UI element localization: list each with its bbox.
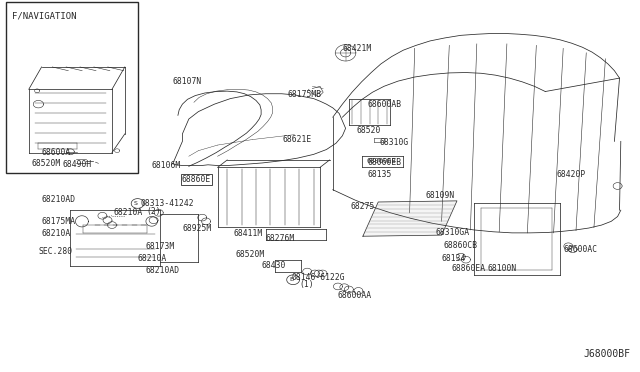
Text: 68860CB: 68860CB [444, 241, 477, 250]
Text: (2): (2) [146, 207, 161, 216]
Text: 08146-6122G: 08146-6122G [292, 273, 346, 282]
Text: 68276M: 68276M [266, 234, 295, 243]
Text: 68210AD: 68210AD [146, 266, 180, 275]
Text: 68175MA: 68175MA [42, 217, 76, 226]
Text: 68310G: 68310G [380, 138, 409, 147]
Text: 68134: 68134 [442, 254, 466, 263]
Text: 68210A: 68210A [42, 229, 71, 238]
Text: 68173M: 68173M [146, 242, 175, 251]
Text: 68411M: 68411M [234, 229, 263, 238]
Text: 68109N: 68109N [426, 191, 455, 200]
Polygon shape [363, 201, 457, 236]
Text: 68420P: 68420P [557, 170, 586, 179]
Text: 68600AA: 68600AA [337, 291, 371, 300]
Text: SEC.280: SEC.280 [38, 247, 72, 256]
Text: S: S [134, 201, 138, 206]
Text: 68060EB: 68060EB [367, 158, 396, 164]
Text: 68600AB: 68600AB [367, 100, 401, 109]
Text: 68135: 68135 [367, 170, 392, 179]
Text: 68310GA: 68310GA [435, 228, 469, 237]
Text: 68210AD: 68210AD [42, 195, 76, 203]
Text: 68275: 68275 [351, 202, 375, 211]
Text: 68175MB: 68175MB [288, 90, 322, 99]
Text: 68060EB: 68060EB [367, 158, 401, 167]
Text: B: B [289, 277, 293, 282]
Text: 68490H: 68490H [63, 160, 92, 169]
Text: 68860E: 68860E [182, 175, 211, 184]
Text: 68100N: 68100N [488, 264, 517, 273]
Text: 68520M: 68520M [236, 250, 265, 259]
Bar [6, 2, 138, 173]
Text: 68600A: 68600A [42, 148, 71, 157]
Text: 68600AC: 68600AC [563, 245, 597, 254]
Text: 08313-41242: 08313-41242 [141, 199, 195, 208]
Text: J68000BF: J68000BF [584, 349, 630, 359]
Text: 68860E: 68860E [182, 175, 211, 184]
Text: 68520: 68520 [356, 126, 381, 135]
Text: 68210A: 68210A [138, 254, 167, 263]
Text: 68621E: 68621E [283, 135, 312, 144]
Text: 68210A: 68210A [114, 208, 143, 217]
Text: 68106M: 68106M [152, 161, 181, 170]
Text: F/NAVIGATION: F/NAVIGATION [12, 11, 76, 20]
Text: 68107N: 68107N [173, 77, 202, 86]
Text: 68421M: 68421M [342, 44, 372, 53]
Text: 68520M: 68520M [32, 158, 61, 167]
Text: (1): (1) [299, 280, 314, 289]
Text: 68860EA: 68860EA [451, 264, 485, 273]
Text: 68430: 68430 [261, 262, 285, 270]
Text: 68925M: 68925M [182, 224, 212, 233]
